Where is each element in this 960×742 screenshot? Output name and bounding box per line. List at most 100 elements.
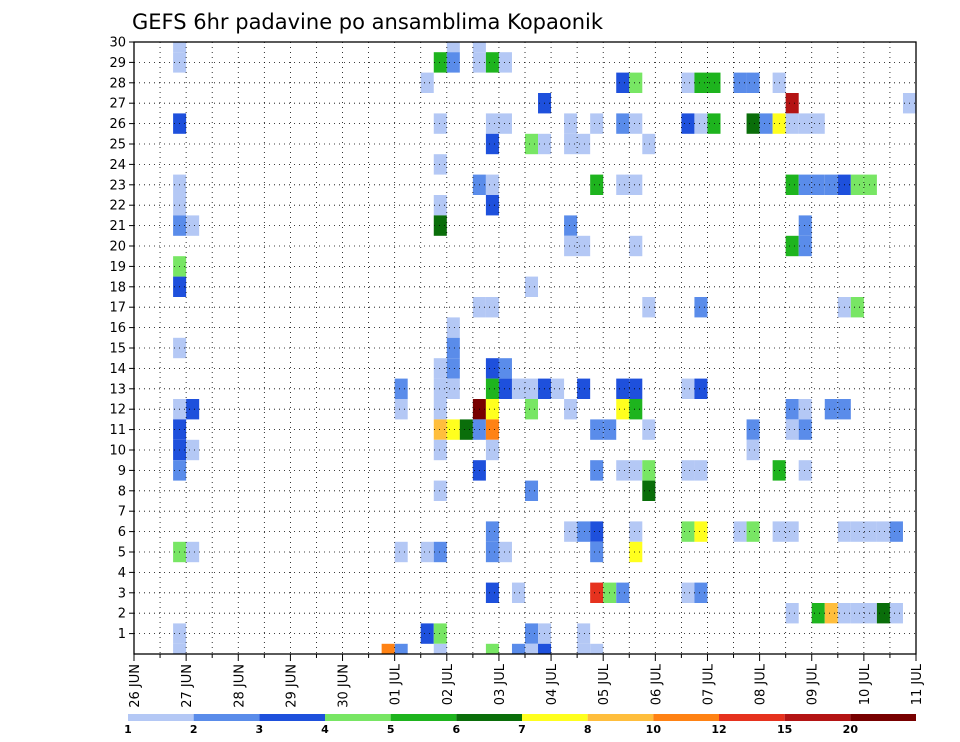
heatmap-cell — [485, 541, 499, 563]
heatmap-cell — [577, 235, 591, 257]
heatmap-cell — [590, 113, 604, 134]
heatmap-cell — [642, 460, 656, 481]
colorbar-segment — [128, 714, 194, 721]
x-tick-label: 09 JUL — [806, 663, 821, 705]
colorbar-label: 20 — [843, 723, 859, 736]
heatmap-cell — [564, 215, 578, 236]
heatmap-cell — [433, 113, 447, 134]
heatmap-cell — [876, 521, 890, 542]
heatmap-cell — [863, 603, 877, 624]
heatmap-cell — [186, 215, 200, 236]
heatmap-cell — [394, 541, 408, 563]
colorbar-segment — [653, 714, 719, 721]
heatmap-cell — [629, 174, 643, 195]
heatmap-cell — [551, 378, 565, 399]
heatmap-cell — [498, 52, 512, 73]
y-tick-label: 9 — [118, 464, 126, 479]
x-tick-label: 26 JUN — [128, 664, 143, 708]
heatmap-cell — [525, 133, 539, 155]
heatmap-cell — [433, 399, 447, 420]
heatmap-cell — [590, 460, 604, 481]
colorbar-segment — [784, 714, 851, 721]
heatmap-cell — [485, 643, 499, 654]
heatmap-cell — [564, 133, 578, 155]
heatmap-cell — [394, 399, 408, 420]
colorbar-label: 8 — [584, 723, 592, 736]
heatmap-cell — [590, 521, 604, 542]
heatmap-cell — [694, 297, 708, 318]
heatmap-cell — [420, 72, 434, 93]
heatmap-cell — [485, 113, 499, 134]
heatmap-cell — [863, 521, 877, 542]
heatmap-cell — [746, 72, 760, 93]
heatmap-cell — [446, 419, 460, 440]
heatmap-cell — [590, 174, 604, 195]
heatmap-cell — [394, 378, 408, 399]
x-tick-label: 10 JUL — [858, 663, 873, 705]
colorbar-label: 2 — [190, 723, 198, 736]
heatmap-cell — [694, 72, 708, 93]
heatmap-cell — [798, 460, 812, 481]
heatmap-cell — [694, 521, 708, 542]
y-tick-label: 27 — [109, 97, 126, 112]
heatmap-cell — [577, 378, 591, 399]
heatmap-cell — [498, 541, 512, 563]
heatmap-cell — [577, 643, 591, 654]
heatmap-cell — [746, 419, 760, 440]
heatmap-cell — [850, 603, 864, 624]
heatmap-cell — [733, 72, 747, 93]
x-tick-label: 28 JUN — [232, 664, 247, 708]
y-tick-label: 2 — [118, 607, 126, 622]
heatmap-cell — [681, 113, 695, 134]
heatmap-cell — [485, 195, 499, 216]
heatmap-cell — [629, 399, 643, 420]
y-tick-label: 5 — [118, 546, 126, 561]
heatmap-cell — [446, 358, 460, 379]
heatmap-cell — [850, 174, 864, 195]
heatmap-cell — [485, 399, 499, 420]
heatmap-cell — [616, 460, 630, 481]
heatmap-cell — [525, 480, 539, 501]
x-tick-label: 02 JUL — [441, 663, 456, 705]
heatmap-cell — [590, 582, 604, 603]
x-tick-label: 27 JUN — [180, 664, 195, 708]
heatmap-cell — [433, 541, 447, 563]
heatmap-cell — [616, 399, 630, 420]
heatmap-cell — [446, 337, 460, 359]
heatmap-cell — [746, 113, 760, 134]
colorbar-segment — [390, 714, 457, 721]
heatmap-cell — [485, 133, 499, 155]
x-tick-label: 07 JUL — [701, 663, 716, 705]
y-tick-label: 14 — [109, 362, 126, 377]
heatmap-cell — [694, 113, 708, 134]
heatmap-cell — [498, 113, 512, 134]
heatmap-cell — [811, 603, 825, 624]
heatmap-cell — [785, 603, 799, 624]
heatmap-cell — [850, 521, 864, 542]
heatmap-cell — [577, 133, 591, 155]
heatmap-cell — [629, 235, 643, 257]
heatmap-cell — [485, 297, 499, 318]
colorbar-label: 7 — [518, 723, 526, 736]
y-tick-label: 23 — [109, 178, 126, 193]
heatmap-cell — [525, 378, 539, 399]
y-tick-label: 3 — [118, 586, 126, 601]
heatmap-cell — [433, 358, 447, 379]
heatmap-cell — [681, 460, 695, 481]
heatmap-cell — [538, 643, 552, 654]
heatmap-cell — [433, 439, 447, 461]
heatmap-cell — [681, 72, 695, 93]
heatmap-cell — [433, 643, 447, 654]
heatmap-cell — [798, 174, 812, 195]
heatmap-cell — [433, 215, 447, 236]
y-tick-label: 10 — [109, 444, 126, 459]
heatmap-cell — [642, 419, 656, 440]
y-tick-label: 13 — [109, 382, 126, 397]
heatmap-cell — [629, 521, 643, 542]
heatmap-cell — [577, 623, 591, 644]
y-tick-label: 1 — [118, 627, 126, 642]
heatmap-cell — [785, 235, 799, 257]
heatmap-cell — [485, 378, 499, 399]
x-tick-label: 11 JUL — [910, 663, 925, 705]
heatmap-cell — [811, 113, 825, 134]
